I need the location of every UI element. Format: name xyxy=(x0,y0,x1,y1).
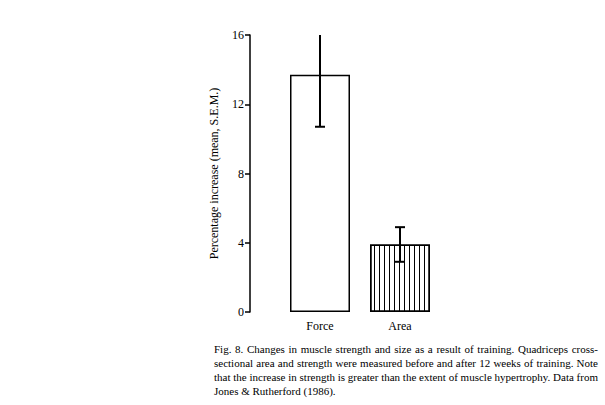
svg-text:Force: Force xyxy=(306,319,333,333)
svg-text:8: 8 xyxy=(238,167,244,181)
svg-text:12: 12 xyxy=(232,97,244,111)
svg-text:Percentage increase (mean, S.E: Percentage increase (mean, S.E.M.) xyxy=(207,88,221,260)
html-text:Fig. 8. Changes in muscle stre: Fig. 8. Changes in muscle strength and s… xyxy=(214,343,598,397)
svg-text:4: 4 xyxy=(238,236,244,250)
svg-text:0: 0 xyxy=(238,305,244,319)
svg-text:Area: Area xyxy=(388,319,412,333)
svg-text:16: 16 xyxy=(232,28,244,42)
